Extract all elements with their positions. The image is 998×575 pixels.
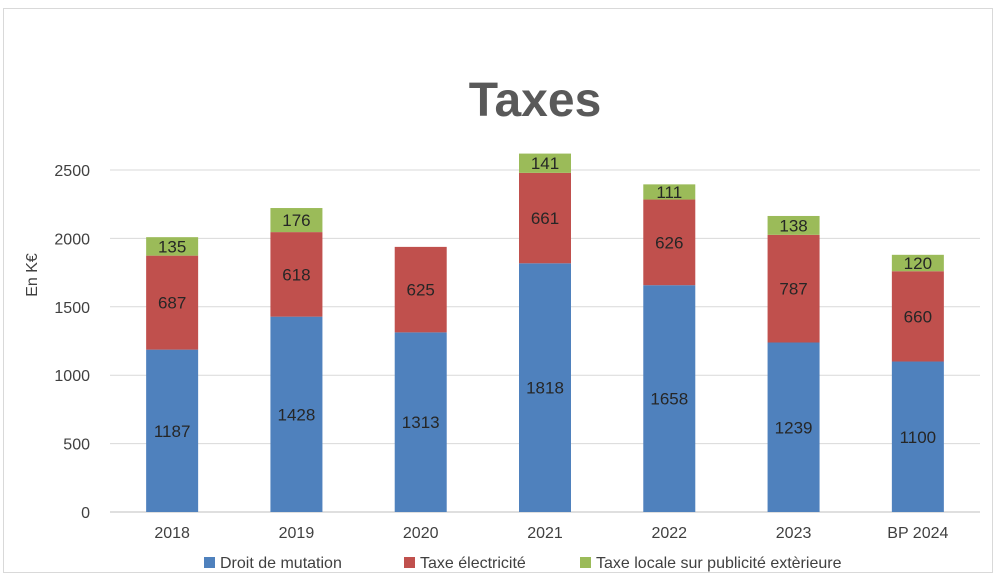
- y-tick-label: 2000: [54, 231, 90, 248]
- bar-segment: [519, 153, 571, 173]
- legend: Droit de mutation Taxe électricité Taxe lo…: [204, 555, 842, 572]
- data-label: 687: [158, 294, 186, 313]
- x-axis-ticks: 2018 2019 2020 2021 2022 2023 BP 2024: [154, 525, 948, 542]
- legend-swatch: [404, 557, 415, 568]
- bar-segment: [643, 184, 696, 200]
- data-label: 625: [407, 281, 435, 300]
- y-axis-label: En K€: [24, 253, 41, 297]
- x-tick-label: 2023: [776, 525, 812, 542]
- data-label: 1428: [278, 405, 316, 424]
- bar-segment: [767, 234, 820, 343]
- bar-segment: [146, 237, 199, 256]
- data-label: 135: [158, 237, 186, 256]
- x-tick-label: 2018: [154, 525, 190, 542]
- bar-segment: [767, 342, 820, 512]
- data-label: 1187: [154, 422, 191, 441]
- data-label: 618: [282, 265, 310, 284]
- x-tick-label: 2022: [651, 525, 687, 542]
- bar-segment: [146, 349, 199, 512]
- bar-segment: [643, 199, 696, 286]
- y-tick-label: 2500: [54, 163, 90, 180]
- x-tick-label: 2020: [403, 525, 439, 542]
- data-label: 1100: [900, 428, 937, 447]
- y-tick-label: 500: [63, 437, 90, 454]
- bar-segment: [891, 361, 944, 512]
- bar-segment: [891, 254, 944, 272]
- bar-segment: [891, 271, 944, 362]
- data-label: 176: [282, 211, 310, 230]
- bar-segment: [643, 285, 696, 512]
- data-label: 120: [904, 254, 932, 273]
- legend-label: Taxe locale sur publicité extèrieure: [596, 555, 842, 572]
- bar-segment: [767, 215, 820, 235]
- data-labels: 1187 687 135 1428 618 176 1313 625 1818 661 141 165…: [154, 154, 936, 447]
- bar-segment: [270, 232, 323, 317]
- y-tick-label: 1000: [54, 368, 90, 385]
- legend-label: Droit de mutation: [220, 555, 342, 572]
- legend-item: Taxe électricité: [404, 555, 526, 572]
- bar-segment: [146, 255, 199, 350]
- legend-swatch: [204, 557, 215, 568]
- data-label: 141: [531, 154, 559, 173]
- data-label: 660: [904, 307, 932, 326]
- bar-segment: [270, 208, 323, 233]
- legend-label: Taxe électricité: [420, 555, 526, 572]
- legend-item: Taxe locale sur publicité extèrieure: [580, 555, 842, 572]
- data-label: 138: [779, 216, 807, 235]
- data-label: 787: [779, 280, 807, 299]
- bar-segment: [394, 332, 447, 512]
- y-tick-label: 0: [81, 505, 90, 522]
- y-axis-ticks: 0 500 1000 1500 2000 2500: [54, 163, 90, 522]
- bar-segment: [519, 263, 571, 512]
- data-label: 1239: [775, 418, 813, 437]
- data-label: 1658: [650, 390, 688, 409]
- data-label: 626: [655, 233, 683, 252]
- chart-title: Taxes: [469, 74, 602, 127]
- data-label: 1313: [402, 413, 440, 432]
- legend-swatch: [580, 557, 591, 568]
- bar-segment: [394, 246, 447, 333]
- x-tick-label: 2019: [279, 525, 315, 542]
- bars: [146, 153, 944, 512]
- x-tick-label: 2021: [527, 525, 563, 542]
- data-label: 661: [531, 209, 559, 228]
- bar-segment: [519, 172, 571, 264]
- data-label: 111: [656, 183, 682, 202]
- legend-item: Droit de mutation: [204, 555, 342, 572]
- y-tick-label: 1500: [54, 300, 90, 317]
- data-label: 1818: [526, 379, 564, 398]
- bar-segment: [270, 316, 323, 512]
- x-tick-label: BP 2024: [887, 525, 948, 542]
